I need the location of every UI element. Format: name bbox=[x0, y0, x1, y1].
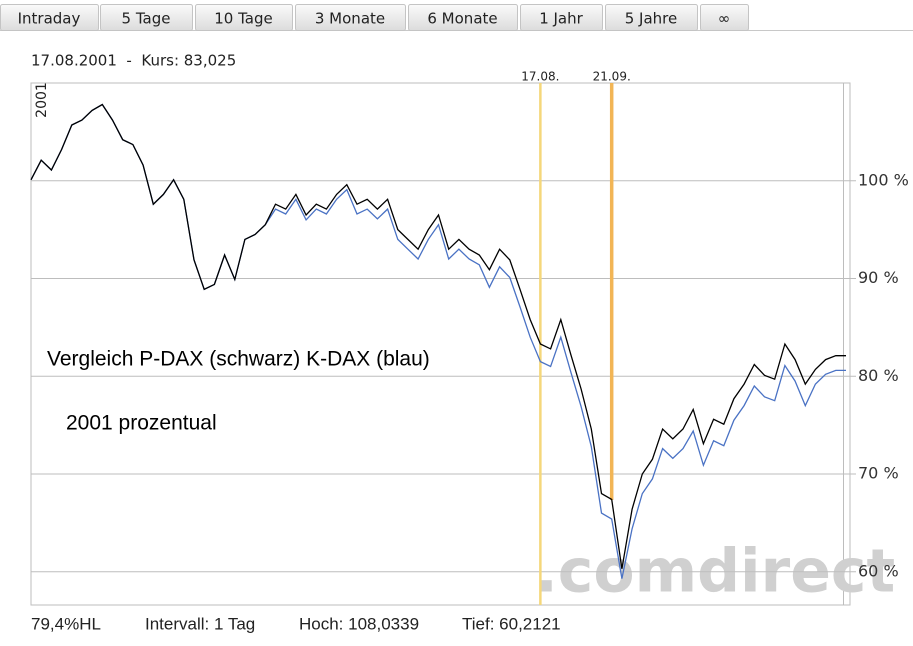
tab-label[interactable]: 3 Monate bbox=[315, 10, 385, 28]
header-text: 17.08.2001 - Kurs: 83,025 bbox=[31, 52, 236, 70]
tab[interactable] bbox=[408, 4, 518, 31]
annotation: 2001 prozentual bbox=[66, 412, 217, 435]
tab[interactable] bbox=[100, 4, 193, 31]
plot-frame bbox=[30, 82, 851, 606]
annotation: Vergleich P-DAX (schwarz) K-DAX (blau) bbox=[47, 348, 430, 371]
tab[interactable] bbox=[520, 4, 603, 31]
tab-label[interactable]: 1 Jahr bbox=[539, 10, 583, 28]
footer-text: Intervall: 1 Tag bbox=[145, 614, 255, 633]
series-line bbox=[30, 103, 846, 569]
tab-label[interactable]: 10 Tage bbox=[214, 10, 272, 28]
footer-text: 79,4%HL bbox=[31, 614, 101, 633]
tab-label[interactable]: 5 Tage bbox=[122, 10, 171, 28]
y-tick-label: 100 % bbox=[858, 170, 909, 189]
tab[interactable] bbox=[700, 4, 749, 31]
tab-label[interactable]: ∞ bbox=[718, 10, 731, 28]
tab[interactable] bbox=[295, 4, 406, 31]
footer-text: Tief: 60,2121 bbox=[462, 614, 561, 633]
footer-text: Hoch: 108,0339 bbox=[299, 614, 419, 633]
tab-label[interactable]: Intraday bbox=[18, 10, 81, 28]
x-tick-label: 21.09. bbox=[593, 70, 631, 84]
y-tick-label: 80 % bbox=[858, 366, 899, 385]
y-tick-label: 70 % bbox=[858, 464, 899, 483]
tab[interactable] bbox=[195, 4, 293, 31]
tab-label[interactable]: 6 Monate bbox=[427, 10, 497, 28]
y-tick-label: 90 % bbox=[858, 268, 899, 287]
x-tick-label: 17.08. bbox=[521, 70, 559, 84]
tab-label[interactable]: 5 Jahre bbox=[625, 10, 678, 28]
tab[interactable] bbox=[0, 4, 99, 31]
year-label: 2001 bbox=[34, 82, 50, 118]
tab[interactable] bbox=[605, 4, 698, 31]
y-tick-label: 60 % bbox=[858, 561, 899, 580]
